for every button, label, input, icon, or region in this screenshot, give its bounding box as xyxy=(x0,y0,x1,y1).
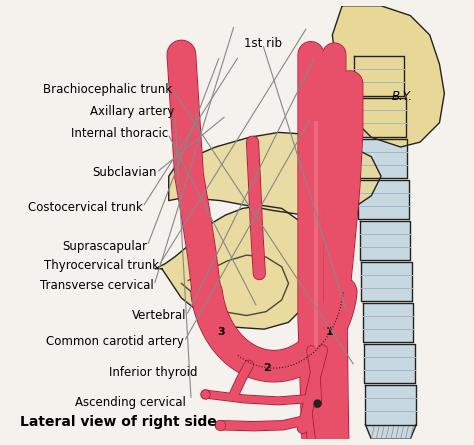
Polygon shape xyxy=(365,425,416,439)
Text: Costocervical trunk: Costocervical trunk xyxy=(28,201,143,214)
Polygon shape xyxy=(358,180,409,219)
Text: Transverse cervical: Transverse cervical xyxy=(40,279,154,292)
Polygon shape xyxy=(155,206,318,329)
Text: B.Y.: B.Y. xyxy=(392,90,413,103)
Polygon shape xyxy=(355,97,406,137)
Text: 1st rib: 1st rib xyxy=(244,37,282,50)
Text: 3: 3 xyxy=(218,328,225,337)
Text: Subclavian: Subclavian xyxy=(92,166,156,179)
Polygon shape xyxy=(357,139,407,178)
Text: Axillary artery: Axillary artery xyxy=(91,105,175,118)
Text: 1: 1 xyxy=(325,327,333,337)
Polygon shape xyxy=(363,303,413,342)
Text: Inferior thyroid: Inferior thyroid xyxy=(109,365,198,379)
Text: Suprascapular: Suprascapular xyxy=(62,240,147,253)
Polygon shape xyxy=(360,221,410,260)
Text: Common carotid artery: Common carotid artery xyxy=(46,335,184,348)
Text: Lateral view of right side: Lateral view of right side xyxy=(20,415,217,429)
Polygon shape xyxy=(365,385,416,425)
Text: Ascending cervical: Ascending cervical xyxy=(75,396,186,409)
Polygon shape xyxy=(361,262,412,301)
Polygon shape xyxy=(332,6,444,147)
Text: Internal thoracic: Internal thoracic xyxy=(71,127,168,140)
Polygon shape xyxy=(364,344,415,384)
Text: Vertebral: Vertebral xyxy=(132,309,186,322)
Polygon shape xyxy=(354,57,404,96)
Text: Brachiocephalic trunk: Brachiocephalic trunk xyxy=(44,83,173,96)
Text: 2: 2 xyxy=(264,363,272,373)
Text: Thyrocervical trunk: Thyrocervical trunk xyxy=(44,259,159,272)
Polygon shape xyxy=(169,133,381,215)
